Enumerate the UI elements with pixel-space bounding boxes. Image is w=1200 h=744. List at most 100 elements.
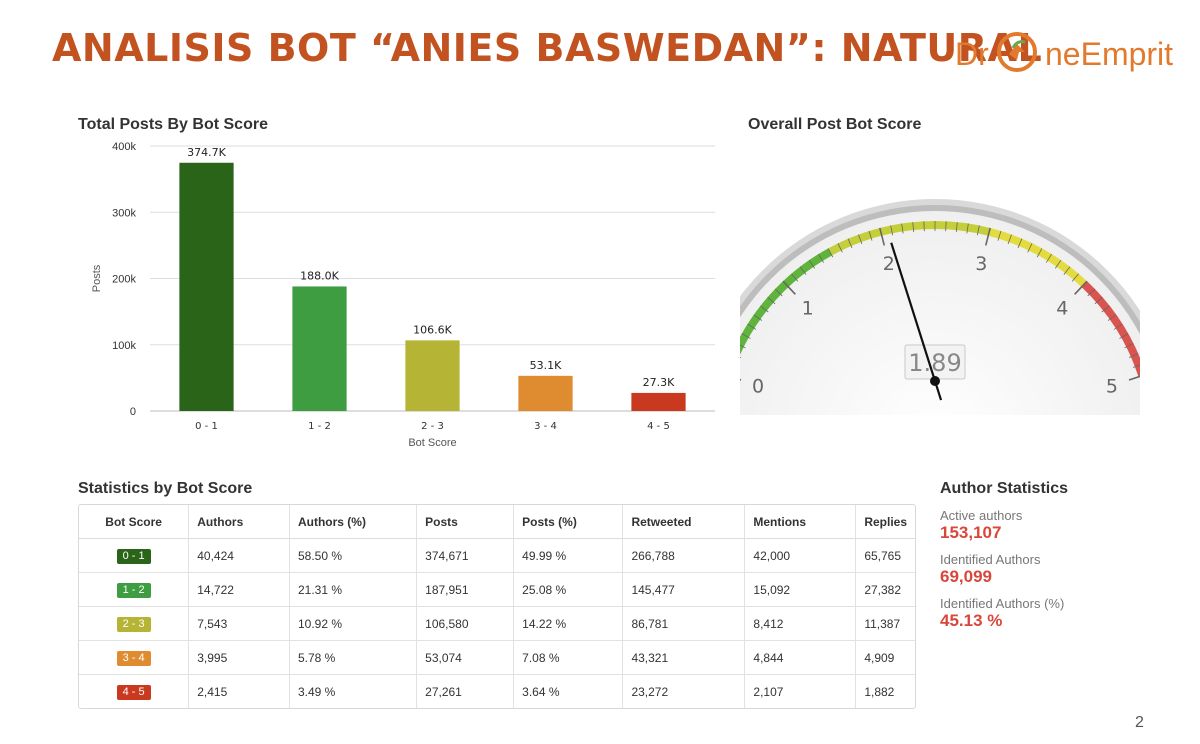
gauge-tick-label: 2 <box>883 253 895 275</box>
gauge-tick-label: 1 <box>802 297 814 319</box>
y-tick-label: 300k <box>112 207 136 219</box>
table-cell: 43,321 <box>622 640 746 675</box>
gauge-tick <box>740 344 746 349</box>
table-cell: 15,092 <box>744 572 857 607</box>
page-number: 2 <box>1135 714 1144 731</box>
gauge-tick <box>1074 280 1088 295</box>
gauge-tick <box>1124 343 1134 349</box>
gauge-tick <box>955 222 958 233</box>
stats-header-row: Bot Score Authors Authors (%) Posts Posts (%… <box>79 505 915 539</box>
score-cell: 2 - 3 <box>79 606 190 641</box>
gauge-needle <box>890 242 943 401</box>
author-stats: Active authors 153,107 Identified Author… <box>940 506 1160 640</box>
gauge-tick <box>1045 253 1052 263</box>
y-tick-label: 100k <box>112 340 136 352</box>
gauge-tick <box>997 230 1002 241</box>
table-cell: 106,580 <box>416 606 515 641</box>
author-stat-value: 45.13 % <box>940 611 1003 630</box>
gauge-tick <box>879 227 886 246</box>
author-stat-identified: Identified Authors 69,099 <box>940 552 1160 587</box>
score-badge: 4 - 5 <box>116 684 151 700</box>
table-cell: 3,995 <box>188 640 290 675</box>
table-cell: 49.99 % <box>513 538 624 573</box>
y-tick-label: 0 <box>130 406 136 418</box>
gauge-tick <box>1113 323 1123 330</box>
gauge-face <box>740 211 1140 417</box>
gauge-tick <box>1107 314 1117 321</box>
stats-table-title: Statistics by Bot Score <box>78 480 253 497</box>
gauge-tick <box>901 223 904 234</box>
data-label: 27.3K <box>643 376 675 389</box>
gauge-tick <box>1128 375 1140 381</box>
gauge-tick <box>912 222 915 233</box>
author-stat-label: Active authors <box>940 508 1023 523</box>
score-badge: 3 - 4 <box>116 650 151 666</box>
score-cell: 1 - 2 <box>79 572 190 607</box>
score-badge: 0 - 1 <box>116 548 151 564</box>
table-cell: 14,722 <box>188 572 290 607</box>
gauge-tick <box>818 253 825 263</box>
y-tick-label: 200k <box>112 274 136 286</box>
drone-icon <box>997 32 1037 72</box>
x-tick-label: 4 - 5 <box>647 421 670 432</box>
gauge-tick <box>827 248 834 258</box>
data-label: 106.6K <box>413 323 452 336</box>
table-cell: 5.78 % <box>289 640 418 675</box>
table-cell: 27,261 <box>416 674 515 708</box>
gauge-tick <box>976 225 980 236</box>
table-row: 3 - 4 3,995 5.78 % 53,074 7.08 % 43,321 4,844 4… <box>79 640 915 675</box>
y-axis-label: Posts <box>91 264 103 292</box>
column-header: Posts <box>416 505 515 539</box>
score-cell: 3 - 4 <box>79 640 190 675</box>
gauge-tick <box>945 221 947 232</box>
table-cell: 10.92 % <box>289 606 418 641</box>
gauge-tick <box>1094 296 1103 305</box>
x-tick-label: 2 - 3 <box>421 421 444 432</box>
gauge-tick-label: 0 <box>752 376 764 398</box>
table-row: 4 - 5 2,415 3.49 % 27,261 3.64 % 23,272 2,107 1… <box>79 674 915 708</box>
bar-chart-title: Total Posts By Bot Score <box>78 116 268 133</box>
table-cell: 21.31 % <box>289 572 418 607</box>
table-cell: 11,387 <box>855 606 915 641</box>
table-cell: 14.22 % <box>513 606 624 641</box>
gauge-tick <box>747 323 757 330</box>
table-cell: 4,909 <box>855 640 915 675</box>
stats-table: Bot Score Authors Authors (%) Posts Posts (%… <box>79 505 915 708</box>
column-header: Mentions <box>744 505 857 539</box>
gauge-tick <box>1027 243 1033 253</box>
x-tick-label: 1 - 2 <box>308 421 331 432</box>
gauge-band <box>828 221 991 256</box>
data-label: 188.0K <box>300 269 339 282</box>
table-cell: 2,415 <box>188 674 290 708</box>
table-cell: 4,844 <box>744 640 857 675</box>
y-tick-label: 400k <box>112 141 136 153</box>
score-badge: 1 - 2 <box>116 582 151 598</box>
table-cell: 27,382 <box>855 572 915 607</box>
gauge-tick <box>858 234 863 245</box>
table-cell: 7,543 <box>188 606 290 641</box>
gauge-tick <box>1132 364 1140 368</box>
gauge-tick <box>774 288 783 297</box>
gauge-tick <box>890 225 894 236</box>
gauge-tick <box>808 259 816 269</box>
column-header: Bot Score <box>79 505 190 539</box>
gauge-tick <box>1054 259 1062 269</box>
slide-title: ANALISIS BOT “ANIES BASWEDAN”: NATURAL <box>52 26 1043 70</box>
gauge-tick-label: 3 <box>975 253 987 275</box>
logo-text-right: neEmprit <box>1045 36 1174 72</box>
table-cell: 40,424 <box>188 538 290 573</box>
x-tick-label: 0 - 1 <box>195 421 218 432</box>
gauge-tick <box>847 238 853 249</box>
gauge-tick <box>753 314 763 321</box>
column-header: Posts (%) <box>513 505 624 539</box>
gauge-tick <box>767 296 776 305</box>
table-cell: 23,272 <box>622 674 746 708</box>
column-header: Authors (%) <box>289 505 418 539</box>
score-cell: 0 - 1 <box>79 538 190 573</box>
column-header: Authors <box>188 505 290 539</box>
data-label: 53.1K <box>530 359 562 372</box>
author-stat-identified-pct: Identified Authors (%) 45.13 % <box>940 596 1160 631</box>
gauge-tick <box>1101 305 1110 313</box>
table-row: 1 - 2 14,722 21.31 % 187,951 25.08 % 145,477 1… <box>79 572 915 607</box>
bar <box>518 375 573 411</box>
